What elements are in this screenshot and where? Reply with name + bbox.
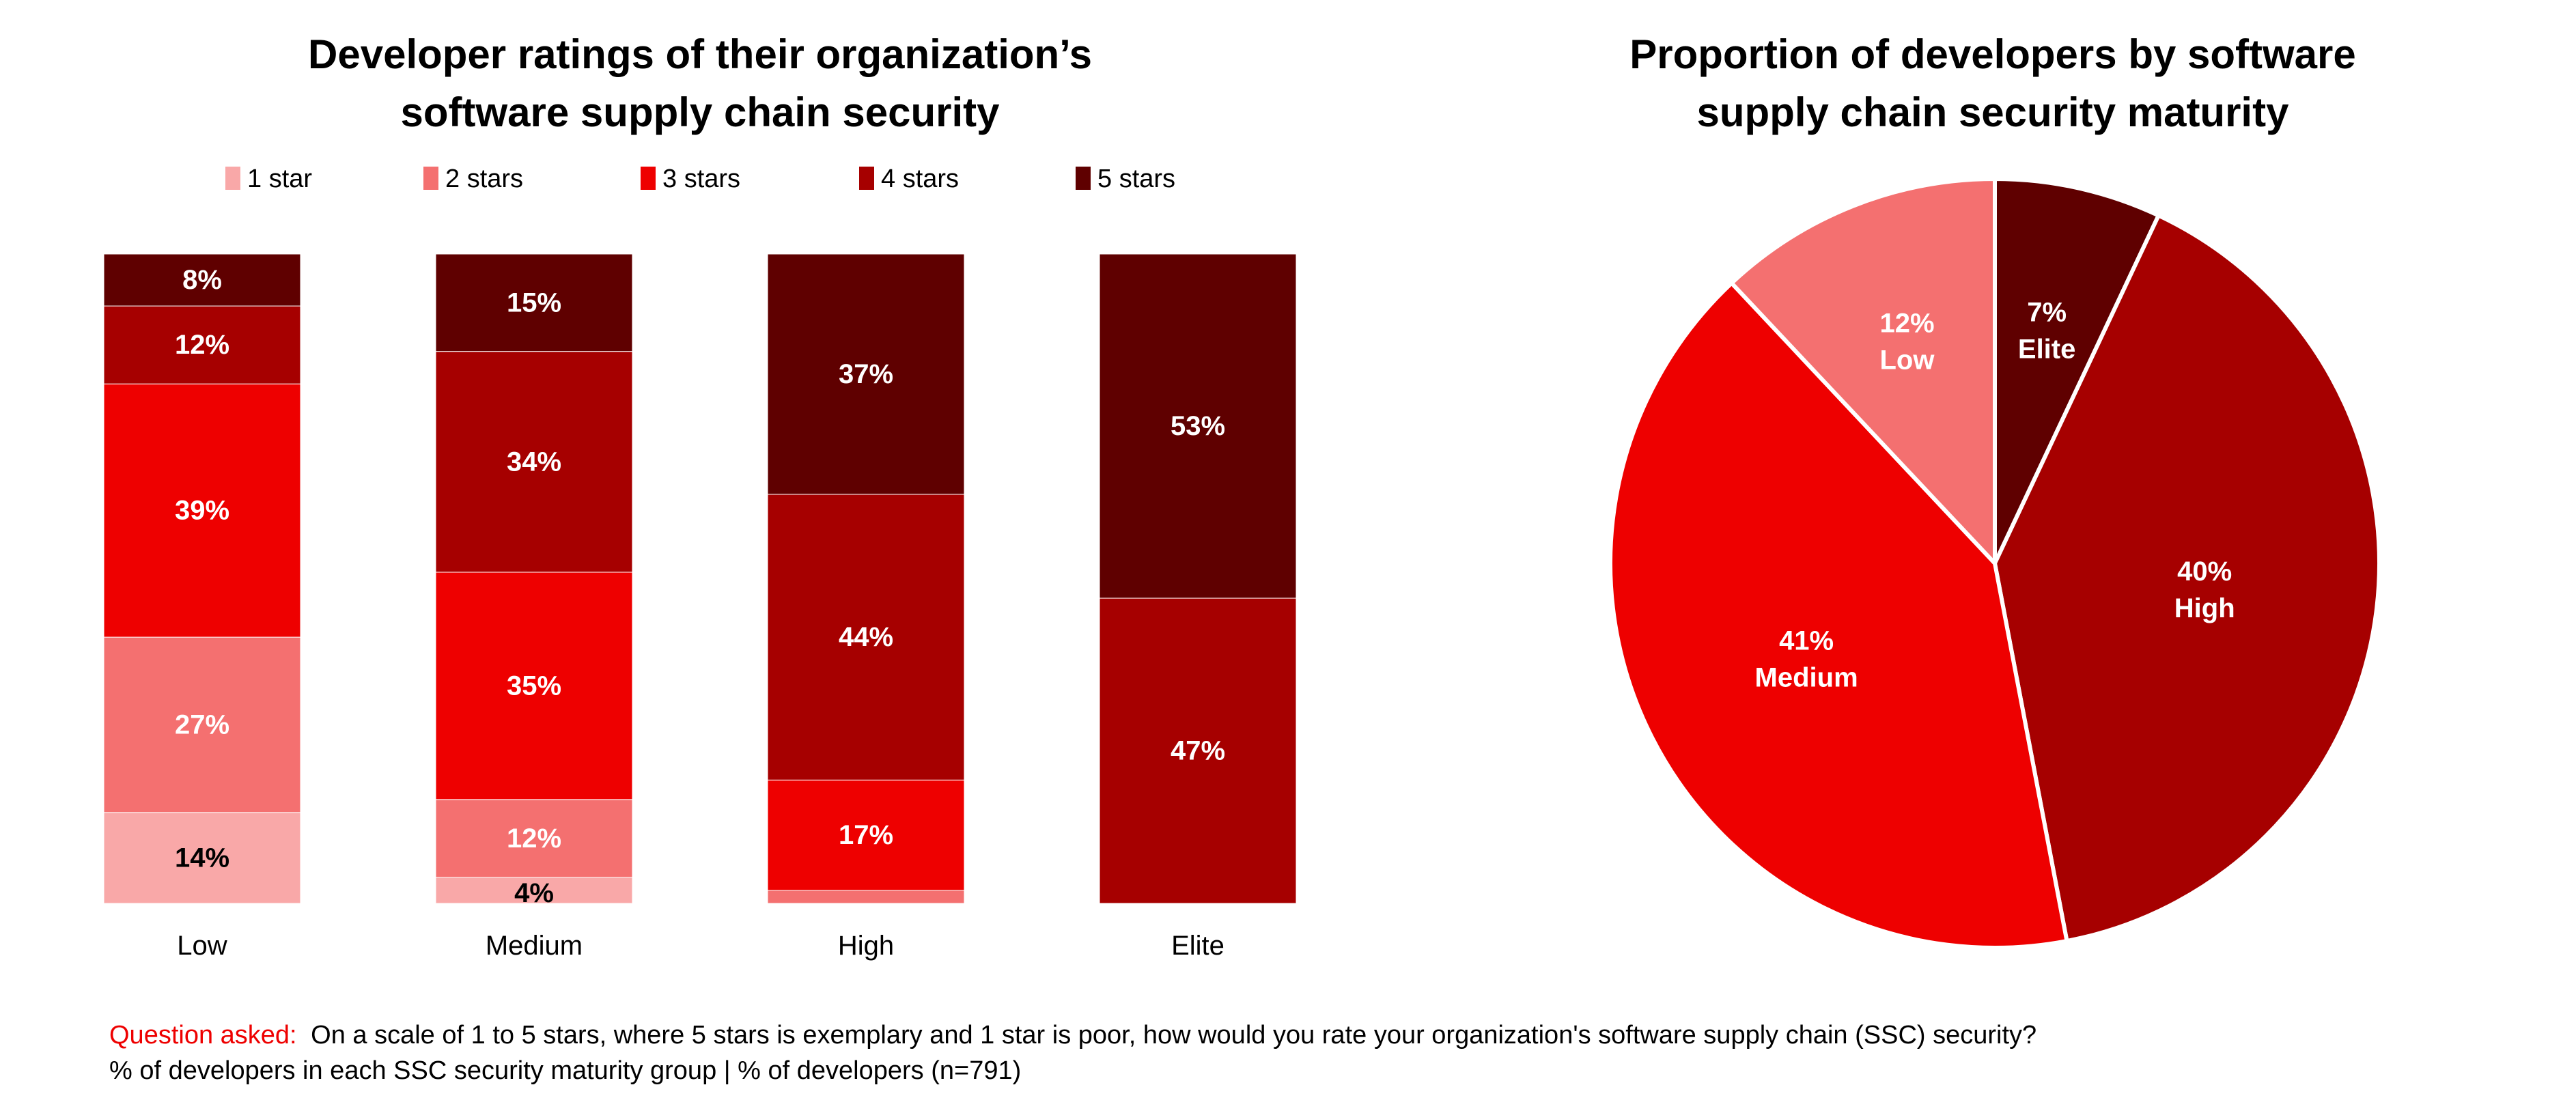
pie-slice bbox=[1992, 212, 2381, 944]
pie-slice bbox=[1608, 280, 2070, 950]
bar-title-line-1: Developer ratings of their organization’… bbox=[308, 31, 1092, 77]
pie-title-line-2: supply chain security maturity bbox=[1697, 89, 2290, 135]
category-label: Low bbox=[177, 931, 227, 961]
pie-category-label: Low bbox=[1880, 345, 1935, 375]
bar-segment bbox=[103, 636, 301, 813]
legend-label: 4 stars bbox=[881, 165, 959, 193]
legend-label: 2 stars bbox=[445, 165, 523, 193]
category-label: Medium bbox=[486, 931, 583, 961]
legend: 1 star 2 stars 3 stars 4 stars 5 stars bbox=[225, 165, 1175, 193]
footer-note: % of developers in each SSC security mat… bbox=[109, 1056, 1021, 1085]
pie: 7% Elite 40% High 41% Medium 12% Low bbox=[1608, 176, 2381, 950]
pie-category-label: Elite bbox=[2018, 334, 2075, 364]
pie-value-label: 40% bbox=[2177, 557, 2232, 587]
bar-segment bbox=[103, 253, 301, 307]
legend-swatch bbox=[1076, 167, 1091, 190]
category-label: Elite bbox=[1171, 931, 1224, 961]
legend-label: 3 stars bbox=[662, 165, 740, 193]
pie-title-line-1: Proportion of developers by software bbox=[1629, 31, 2356, 77]
bar-segment bbox=[767, 494, 965, 780]
bar-segment bbox=[767, 890, 965, 904]
data-label: 12% bbox=[175, 330, 229, 360]
legend-swatch bbox=[423, 167, 438, 190]
bar-segment bbox=[435, 572, 633, 800]
bar-title-line-2: software supply chain security bbox=[401, 89, 1000, 135]
bar-segment bbox=[103, 812, 301, 904]
data-label: 17% bbox=[839, 820, 893, 850]
data-label: 47% bbox=[1171, 736, 1225, 766]
data-label: 39% bbox=[175, 496, 229, 526]
data-label: 35% bbox=[507, 671, 561, 701]
category-label: High bbox=[838, 931, 894, 961]
pie-category-label: High bbox=[2174, 593, 2235, 623]
data-label: 27% bbox=[175, 709, 229, 740]
data-label: 14% bbox=[175, 843, 229, 873]
legend-swatch bbox=[859, 167, 874, 190]
pie-slice bbox=[1728, 176, 1997, 569]
bar-segment bbox=[435, 253, 633, 352]
data-label: 34% bbox=[507, 447, 561, 477]
question-text: On a scale of 1 to 5 stars, where 5 star… bbox=[304, 1021, 2037, 1050]
pie-value-label: 12% bbox=[1879, 308, 1934, 338]
legend-swatch bbox=[225, 167, 240, 190]
stacked-bars: 14% 27% 39% 12% 8% Low 4% 12% 35% 34% 15% Medium 17%… bbox=[103, 253, 1297, 961]
pie-value-label: 41% bbox=[1779, 626, 1834, 656]
data-label: 44% bbox=[839, 622, 893, 652]
bar-segment bbox=[103, 305, 301, 384]
bar-segment bbox=[435, 799, 633, 878]
legend-label: 5 stars bbox=[1097, 165, 1175, 193]
data-label: 37% bbox=[839, 359, 893, 389]
question-label: Question asked: bbox=[109, 1021, 297, 1050]
legend-swatch bbox=[641, 167, 656, 190]
bar-segment bbox=[435, 877, 633, 904]
data-label: 12% bbox=[507, 824, 561, 854]
pie-category-label: Medium bbox=[1755, 663, 1858, 693]
pie-value-label: 7% bbox=[2027, 297, 2067, 327]
legend-label: 1 star bbox=[247, 165, 312, 193]
bar-segment bbox=[767, 253, 965, 495]
bar-segment bbox=[435, 351, 633, 573]
data-label: 53% bbox=[1171, 411, 1225, 441]
pie-slice bbox=[1993, 176, 2161, 565]
bar-segment bbox=[1099, 253, 1297, 599]
data-label: 8% bbox=[182, 265, 222, 295]
data-label: 15% bbox=[507, 287, 561, 318]
data-label: 4% bbox=[514, 878, 554, 908]
bar-segment bbox=[767, 779, 965, 891]
